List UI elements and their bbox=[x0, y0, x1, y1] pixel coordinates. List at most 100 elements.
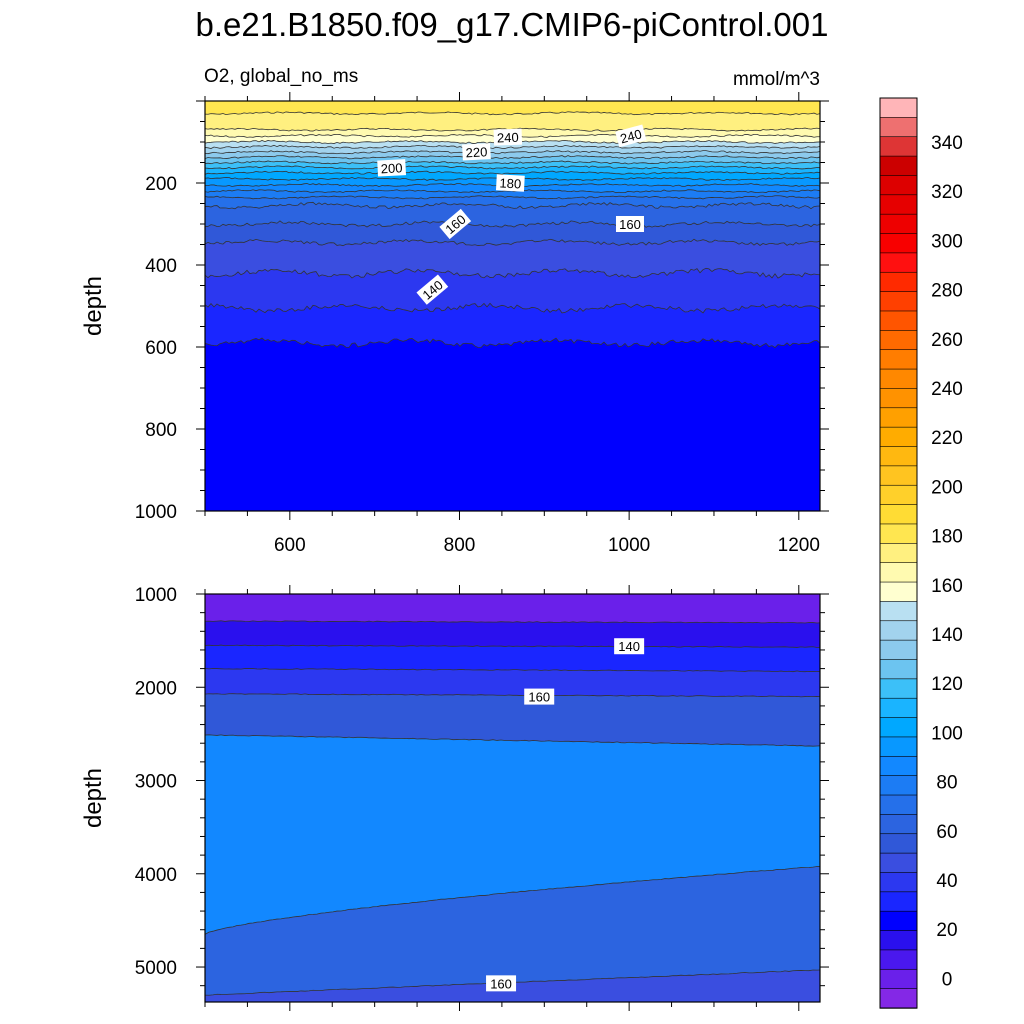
lower-band-3 bbox=[205, 668, 820, 697]
colorbar-swatch-16 bbox=[879, 407, 918, 428]
colorbar-tick-label: 340 bbox=[931, 133, 963, 154]
upper-band-16 bbox=[205, 220, 820, 246]
upper-band-9 bbox=[205, 165, 820, 175]
lower-contour-label-0: 140 bbox=[614, 638, 645, 655]
upper-contour-line-6 bbox=[205, 155, 820, 160]
upper-contour-label-3: 200 bbox=[377, 159, 407, 177]
colorbar-swatch-44 bbox=[879, 949, 918, 970]
colorbar-swatch-1 bbox=[879, 117, 918, 138]
upper-contour-label-text: 240 bbox=[497, 130, 519, 146]
colorbar-swatch-36 bbox=[879, 794, 918, 816]
lower-contour-line-5 bbox=[205, 866, 820, 935]
colorbar-tick-label: 80 bbox=[936, 773, 957, 794]
upper-contour-label-0: 240 bbox=[493, 128, 523, 146]
colorbar-swatch-15 bbox=[879, 388, 918, 409]
lower-band-4 bbox=[205, 693, 820, 747]
colorbar-tick-label: 220 bbox=[931, 428, 963, 449]
upper-band-8 bbox=[205, 160, 820, 169]
upper-xtick-label: 1200 bbox=[778, 535, 820, 556]
lower-contour-line-3 bbox=[205, 693, 820, 698]
upper-contour-label-text: 220 bbox=[465, 144, 487, 160]
upper-contour-label-text: 200 bbox=[380, 160, 402, 176]
colorbar-swatch-31 bbox=[879, 697, 918, 719]
colorbar-swatch-24 bbox=[879, 562, 918, 583]
colorbar-swatch-9 bbox=[879, 271, 918, 293]
colorbar-swatch-26 bbox=[879, 601, 918, 622]
colorbar-swatch-7 bbox=[879, 233, 918, 254]
upper-contour-line-16 bbox=[205, 238, 820, 247]
colorbar-swatch-35 bbox=[879, 775, 918, 796]
upper-band-17 bbox=[205, 239, 820, 279]
lower-ytick-label: 2000 bbox=[135, 678, 177, 699]
upper-ytick-label: 400 bbox=[145, 256, 177, 277]
upper-ylabel: depth bbox=[80, 276, 107, 336]
colorbar-tick-label: 140 bbox=[931, 625, 963, 646]
lower-contour-line-1 bbox=[205, 644, 820, 648]
upper-ytick-label: 1000 bbox=[135, 502, 177, 523]
colorbar-tick-label: 160 bbox=[931, 576, 963, 597]
upper-xtick-label: 600 bbox=[274, 535, 306, 556]
upper-band-0 bbox=[205, 101, 820, 115]
colorbar-tick-label: 0 bbox=[942, 969, 953, 990]
lower-contour-panel: 140 160 160 1000 2000 3000 4000 5000 depth bbox=[80, 585, 829, 1011]
colorbar-swatch-23 bbox=[879, 543, 918, 564]
colorbar-swatch-29 bbox=[879, 659, 918, 680]
lower-contour-label-1: 160 bbox=[524, 688, 555, 705]
upper-band-5 bbox=[205, 145, 820, 154]
lower-band-1 bbox=[205, 620, 820, 648]
lower-ylabel: depth bbox=[80, 768, 107, 828]
upper-band-19 bbox=[205, 303, 820, 348]
colorbar-swatch-45 bbox=[879, 968, 918, 990]
colorbar-swatch-11 bbox=[879, 310, 918, 332]
colorbar-swatch-20 bbox=[879, 484, 918, 506]
colorbar-swatch-19 bbox=[879, 465, 918, 486]
lower-contour-line-2 bbox=[205, 668, 820, 673]
units-label: mmol/m^3 bbox=[733, 69, 820, 90]
colorbar-swatch-37 bbox=[879, 814, 918, 835]
upper-contour-label-text: 160 bbox=[619, 217, 641, 232]
colorbar-swatch-42 bbox=[879, 910, 918, 932]
upper-ytick-label: 600 bbox=[145, 338, 177, 359]
colorbar-tick-label: 180 bbox=[931, 527, 963, 548]
lower-band-6 bbox=[205, 866, 820, 996]
colorbar-swatch-34 bbox=[879, 755, 918, 777]
upper-contour-line-15 bbox=[205, 220, 820, 228]
colorbar-tick-label: 20 bbox=[936, 920, 957, 941]
upper-band-18 bbox=[205, 268, 820, 313]
upper-contour-line-0 bbox=[205, 111, 820, 116]
variable-label: O2, global_no_ms bbox=[204, 66, 358, 87]
colorbar-swatch-3 bbox=[879, 155, 918, 177]
figure-title: b.e21.B1850.f09_g17.CMIP6-piControl.001 bbox=[196, 6, 829, 43]
colorbar-swatch-32 bbox=[879, 717, 918, 738]
colorbar-swatch-27 bbox=[879, 620, 918, 641]
colorbar-swatch-22 bbox=[879, 523, 918, 545]
colorbar-tick-label: 240 bbox=[931, 379, 963, 400]
upper-ytick-label: 800 bbox=[145, 420, 177, 441]
lower-contour-label-text: 160 bbox=[528, 690, 550, 705]
colorbar-tick-label: 280 bbox=[931, 281, 963, 302]
upper-contour-label-2: 220 bbox=[462, 143, 491, 161]
lower-ytick-label: 3000 bbox=[135, 772, 177, 793]
colorbar-tick-label: 40 bbox=[936, 871, 957, 892]
colorbar-swatch-10 bbox=[879, 291, 918, 312]
colorbar-swatch-0 bbox=[879, 97, 918, 119]
colorbar-tick-label: 200 bbox=[931, 477, 963, 498]
colorbar-swatch-2 bbox=[879, 136, 918, 157]
colorbar: 3403203002802602402202001801601401201008… bbox=[879, 97, 963, 1009]
colorbar-swatch-41 bbox=[879, 891, 918, 912]
lower-ytick-label: 1000 bbox=[135, 585, 177, 606]
colorbar-swatch-43 bbox=[879, 930, 918, 951]
colorbar-swatch-13 bbox=[879, 349, 918, 370]
colorbar-swatch-28 bbox=[879, 639, 918, 661]
upper-contour-line-9 bbox=[205, 170, 820, 175]
upper-contour-line-13 bbox=[205, 195, 820, 200]
lower-band-0 bbox=[205, 594, 820, 624]
upper-band-15 bbox=[205, 202, 820, 228]
colorbar-swatch-25 bbox=[879, 581, 918, 603]
colorbar-frame bbox=[879, 97, 918, 1009]
upper-contour-line-4 bbox=[205, 144, 820, 149]
colorbar-tick-label: 300 bbox=[931, 231, 963, 252]
colorbar-tick-label: 320 bbox=[931, 182, 963, 203]
lower-contour-line-4 bbox=[205, 734, 820, 747]
